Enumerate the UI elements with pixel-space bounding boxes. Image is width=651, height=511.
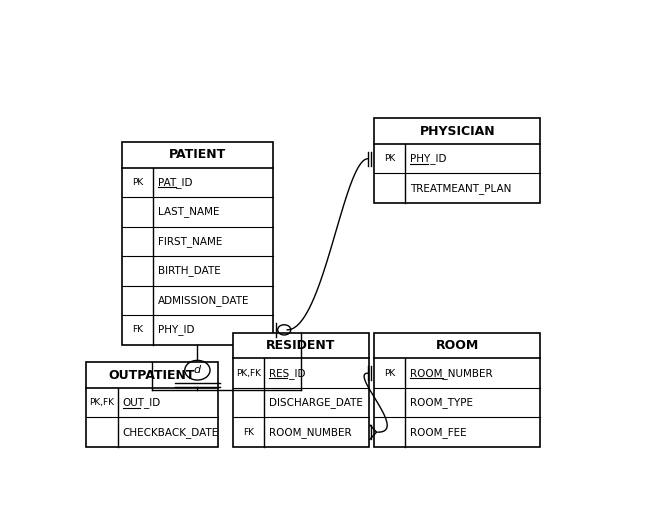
Text: PK: PK [132,178,143,187]
Text: PATIENT: PATIENT [169,148,226,161]
Text: PHY_ID: PHY_ID [158,324,195,335]
Bar [87,362,217,447]
Text: LAST_NAME: LAST_NAME [158,206,219,217]
Text: ROOM: ROOM [436,339,479,352]
Text: PHY_ID: PHY_ID [410,153,447,164]
Text: RES_ID: RES_ID [269,368,305,379]
Text: PK: PK [384,368,395,378]
Text: FK: FK [243,428,254,437]
Text: d: d [194,365,201,375]
Text: DISCHARGE_DATE: DISCHARGE_DATE [269,397,363,408]
Text: CHECKBACK_DATE: CHECKBACK_DATE [123,427,219,437]
Text: ROOM_TYPE: ROOM_TYPE [410,397,473,408]
Text: PK,FK: PK,FK [90,398,115,407]
Text: OUT_ID: OUT_ID [123,397,161,408]
Text: TREATMEANT_PLAN: TREATMEANT_PLAN [410,183,512,194]
Bar [374,333,540,447]
Text: RESIDENT: RESIDENT [266,339,335,352]
Text: ROOM_FEE: ROOM_FEE [410,427,467,437]
Text: PHYSICIAN: PHYSICIAN [419,125,495,137]
Text: ROOM_NUMBER: ROOM_NUMBER [269,427,352,437]
Text: BIRTH_DATE: BIRTH_DATE [158,265,221,276]
Bar [122,142,273,344]
Text: ADMISSION_DATE: ADMISSION_DATE [158,295,249,306]
Text: OUTPATIENT: OUTPATIENT [109,368,195,382]
Text: FIRST_NAME: FIRST_NAME [158,236,223,247]
Text: PK: PK [384,154,395,163]
Bar [374,119,540,203]
Text: ROOM_NUMBER: ROOM_NUMBER [410,368,493,379]
Text: PAT_ID: PAT_ID [158,177,193,188]
Text: FK: FK [132,326,143,334]
Bar [233,333,369,447]
Text: PK,FK: PK,FK [236,368,261,378]
